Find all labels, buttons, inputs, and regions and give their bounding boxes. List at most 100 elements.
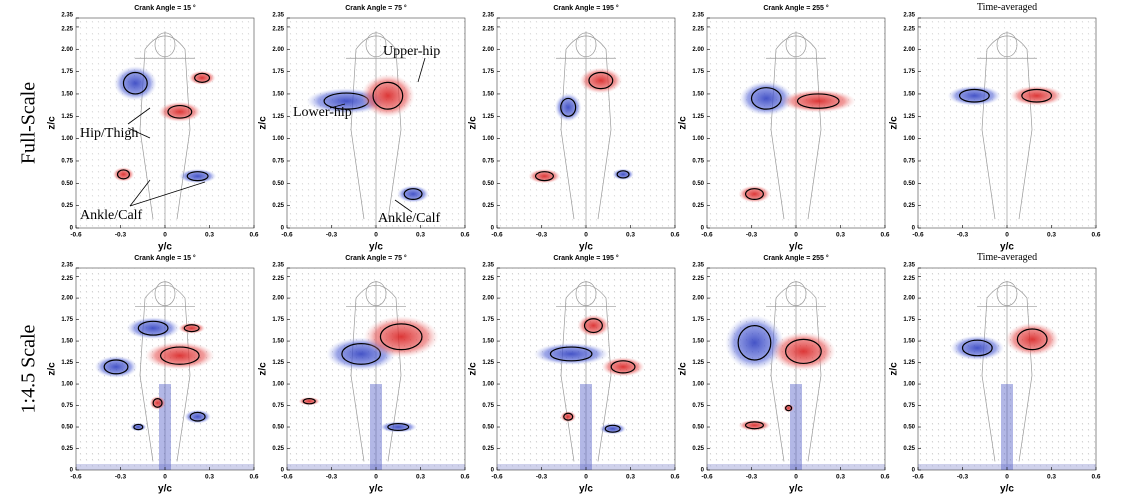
x-axis-label: y/c (579, 242, 593, 253)
y-tick-label: 0.25 (692, 203, 704, 209)
vortex-contour (152, 398, 163, 408)
vortex-field (554, 93, 582, 122)
vortex-contour (549, 346, 593, 362)
x-tick-label: -0.6 (912, 474, 924, 481)
annotation-arrow (127, 107, 151, 125)
x-tick-label: 0.6 (1091, 474, 1100, 481)
panel-title: Crank Angle = 195 ° (553, 4, 619, 12)
vortex-field (950, 335, 1005, 361)
y-tick-label: 1.25 (482, 114, 494, 120)
rider-shape (766, 280, 826, 470)
y-tick-label: 0.25 (61, 446, 73, 452)
x-axis-label: y/c (158, 242, 172, 253)
y-tick-label: 2.25 (692, 276, 704, 282)
rider-head (785, 32, 807, 58)
y-tick-label: 1.75 (61, 69, 73, 75)
x-tick-label: 0.3 (205, 474, 214, 481)
y-tick-label: 1.75 (482, 69, 494, 75)
vortex-contour (560, 97, 577, 117)
y-tick-label: 2.00 (692, 296, 704, 302)
panel-title: Time-averaged (977, 252, 1037, 263)
vortex-contour (588, 71, 614, 90)
panel-title: Crank Angle = 75 ° (345, 4, 407, 12)
vortex-field (113, 66, 157, 101)
y-axis-label: z/c (889, 362, 900, 376)
rider-outline (766, 31, 826, 228)
annotation-arrow (129, 179, 151, 207)
y-tick-label: 1.75 (482, 317, 494, 323)
vortex-contour (961, 339, 993, 357)
y-tick-label: 2.35 (482, 13, 494, 19)
x-tick-label: 0.3 (626, 474, 635, 481)
rider-outline (135, 31, 195, 228)
vortex-field (599, 423, 627, 435)
vortex-contour (167, 104, 193, 119)
x-tick-label: 0 (584, 474, 588, 481)
y-tick-label: 1.25 (903, 114, 915, 120)
x-tick-label: 0.6 (249, 232, 258, 239)
rider-outline (556, 31, 616, 228)
rider-shape (346, 31, 406, 228)
rider-shape (977, 31, 1037, 228)
y-tick-label: 1.50 (903, 339, 915, 345)
x-tick-label: 0.3 (416, 232, 425, 239)
x-tick-label: -0.3 (957, 232, 969, 239)
y-axis-label: z/c (468, 116, 479, 130)
x-tick-label: -0.6 (701, 232, 713, 239)
y-tick-label: 2.25 (903, 27, 915, 33)
rider-outline (977, 280, 1037, 470)
vortex-field (397, 185, 430, 203)
rider-head (996, 281, 1018, 307)
vortex-field (361, 74, 415, 118)
annotation-arrow (129, 181, 206, 207)
y-axis-label: z/c (889, 116, 900, 130)
y-tick-label: 1.00 (692, 136, 704, 142)
y-tick-label: 0 (701, 468, 705, 474)
y-tick-label: 0.75 (482, 159, 494, 165)
y-tick-label: 0.50 (903, 181, 915, 187)
x-tick-label: 0.6 (670, 474, 679, 481)
y-tick-label: 1.50 (692, 339, 704, 345)
vortex-field (579, 67, 623, 94)
y-tick-label: 2.25 (482, 276, 494, 282)
rider-shape (135, 31, 195, 228)
panel-title: Crank Angle = 15 ° (134, 254, 196, 262)
wheel-wake (1001, 384, 1013, 470)
vortex-field (771, 332, 836, 371)
y-tick-label: 2.00 (61, 296, 73, 302)
vortex-field (158, 101, 202, 122)
vortex-field (612, 168, 634, 181)
rider-outline (556, 280, 616, 470)
vortex-field (126, 317, 180, 340)
vortex-field (725, 315, 784, 371)
x-tick-label: -0.3 (536, 232, 548, 239)
vortex-contour (796, 93, 840, 109)
x-tick-label: 0.6 (460, 232, 469, 239)
vortex-contour (534, 171, 554, 182)
y-tick-label: 2.35 (482, 263, 494, 269)
y-tick-label: 1.00 (61, 382, 73, 388)
x-tick-label: 0.3 (836, 232, 845, 239)
annotation-arrow (127, 127, 151, 139)
x-tick-label: 0.3 (1047, 474, 1056, 481)
vortex-contour (194, 72, 211, 83)
rider-head (365, 32, 387, 58)
y-tick-label: 2.00 (903, 47, 915, 53)
y-tick-label: 1.75 (692, 317, 704, 323)
vortex-field (363, 316, 439, 358)
vortex-field (184, 409, 211, 424)
x-tick-label: -0.3 (326, 232, 338, 239)
x-tick-label: 0.6 (880, 474, 889, 481)
x-tick-label: 0 (163, 232, 167, 239)
y-tick-label: 2.00 (482, 47, 494, 53)
rider-head (575, 281, 597, 307)
y-tick-label: 2.35 (272, 263, 284, 269)
rider-head (996, 32, 1018, 58)
y-tick-label: 0.75 (903, 403, 915, 409)
y-tick-label: 2.00 (272, 47, 284, 53)
vortex-contour (302, 398, 316, 405)
y-tick-label: 0 (70, 468, 74, 474)
x-tick-label: 0.3 (416, 474, 425, 481)
vortex-field (780, 89, 856, 113)
y-tick-label: 1.00 (903, 382, 915, 388)
